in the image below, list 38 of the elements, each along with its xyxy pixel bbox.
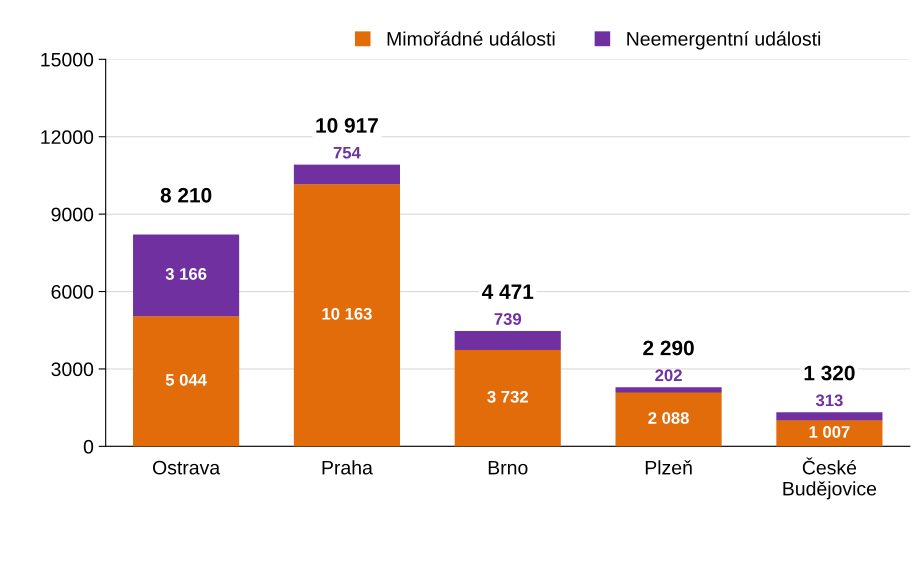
data-label: 2 088 — [648, 412, 689, 424]
y-tick-label: 6000 — [52, 285, 94, 299]
total-label: 4 471 — [482, 284, 534, 299]
x-tick-label: Plzeň — [646, 460, 692, 475]
bar — [294, 184, 400, 446]
bar — [616, 387, 722, 392]
y-tick-label: 3000 — [51, 362, 94, 376]
legend-label: Neemergentní události — [627, 31, 820, 50]
y-tick-label: 0 — [84, 440, 94, 454]
x-tick-label: Praha — [322, 460, 373, 475]
data-label: 10 163 — [322, 308, 372, 320]
y-tick-label: 15000 — [41, 52, 94, 67]
total-label: 2 290 — [643, 340, 694, 356]
x-tick-label: Ostrava — [152, 460, 220, 475]
total-label: 10 917 — [316, 118, 378, 133]
bar — [454, 350, 561, 446]
data-label: 5 044 — [166, 374, 207, 386]
data-label: 3 166 — [166, 268, 206, 280]
bar — [776, 420, 882, 446]
total-label: 1 320 — [804, 366, 855, 380]
bar — [454, 330, 561, 350]
total-label: 8 210 — [160, 188, 212, 203]
bar — [776, 412, 882, 420]
y-tick-label: 12000 — [41, 130, 94, 144]
bar — [133, 316, 240, 446]
x-tick-label: České Budějovice — [783, 457, 876, 500]
data-label: 3 732 — [487, 390, 528, 403]
y-tick-label: 9000 — [52, 208, 94, 222]
data-label: 739 — [494, 313, 522, 325]
bar — [294, 164, 400, 184]
legend-label: Mimořádné události — [388, 31, 554, 46]
bar — [616, 392, 722, 446]
data-label: 754 — [334, 146, 361, 159]
x-tick-label: Brno — [488, 460, 528, 475]
data-label: 1 007 — [810, 426, 850, 438]
data-label: 313 — [816, 394, 843, 406]
bar — [133, 234, 240, 316]
data-label: 202 — [655, 369, 682, 382]
